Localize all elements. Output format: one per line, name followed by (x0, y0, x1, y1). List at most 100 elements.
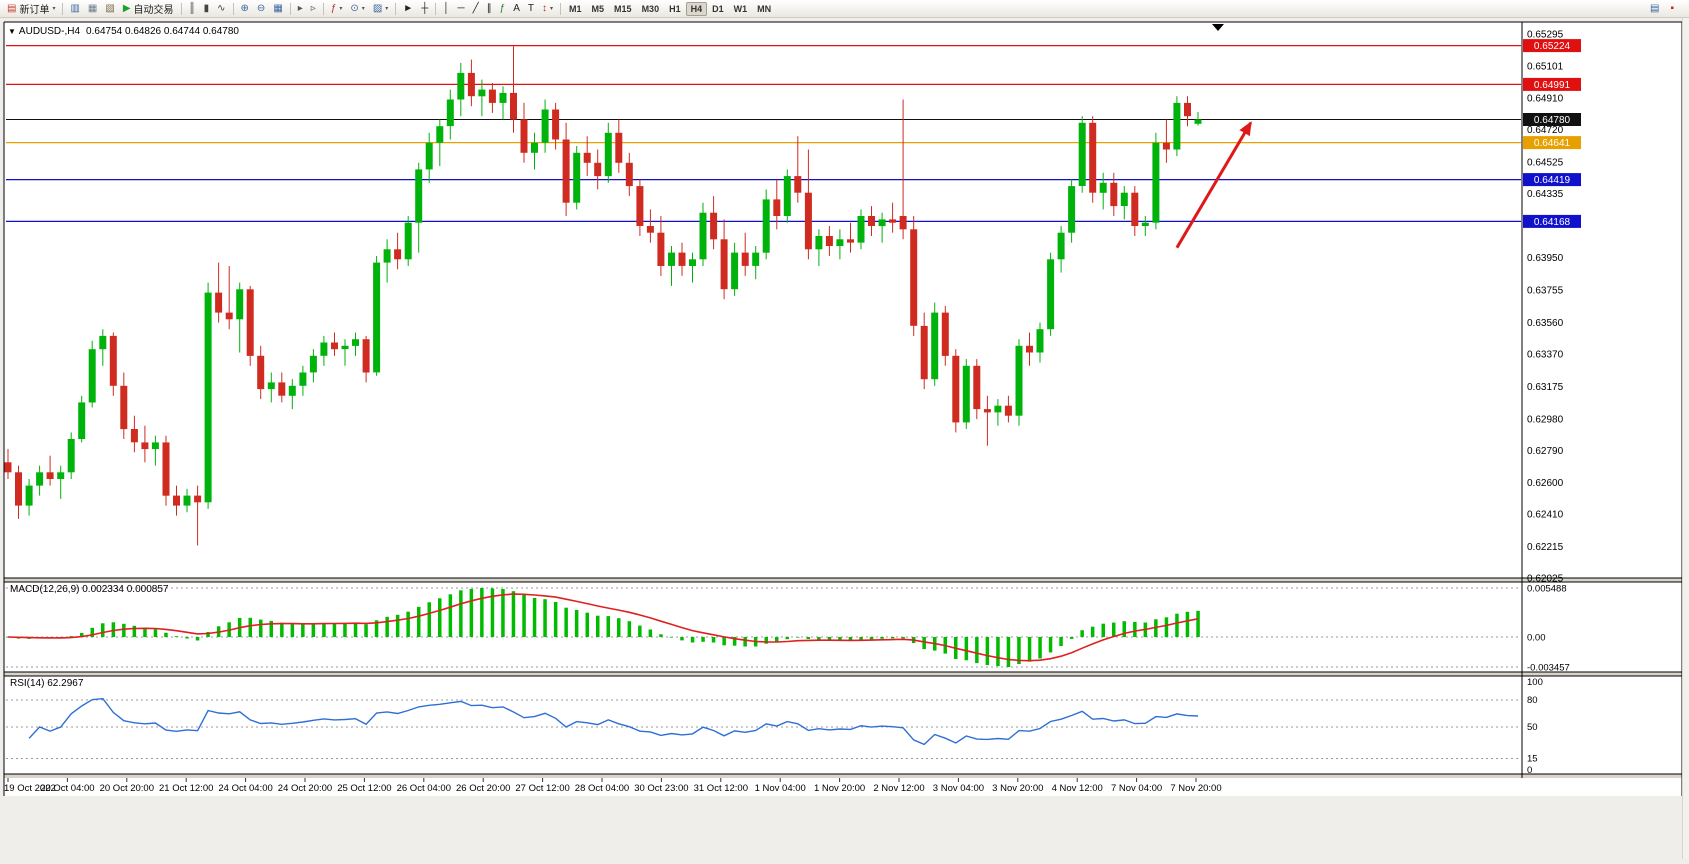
chart-background (4, 22, 1682, 796)
trendline-button[interactable]: ╱ (469, 1, 483, 17)
timeframe-m1-button[interactable]: M1 (569, 3, 582, 14)
candle (625, 152, 633, 197)
candle (952, 349, 960, 433)
candle (1110, 172, 1118, 216)
candle (309, 349, 317, 383)
candle (373, 256, 381, 376)
candle (562, 122, 570, 216)
time-axis-label: 7 Nov 20:00 (1170, 783, 1221, 794)
price-tick-label: 0.65295 (1527, 29, 1564, 40)
time-axis-label: 1 Nov 20:00 (814, 783, 865, 794)
data-window-button[interactable]: ▦ (84, 1, 101, 17)
time-axis-label: 26 Oct 20:00 (456, 783, 510, 794)
candle (25, 479, 33, 516)
timeframe-m30-button[interactable]: M30 (641, 3, 660, 14)
timeframe-m15-button[interactable]: M15 (614, 3, 632, 14)
pane-splitter[interactable] (4, 672, 1682, 676)
candle (636, 179, 644, 236)
svg-text:0.65224: 0.65224 (1534, 41, 1571, 52)
bars-chart-button[interactable]: ║ (185, 1, 200, 17)
candle (646, 209, 654, 243)
vertical-line-button[interactable]: │ (439, 1, 453, 17)
horizontal-line-icon: ─ (457, 2, 465, 14)
chart-shift-button[interactable]: ▹ (307, 1, 320, 17)
candle (531, 132, 538, 170)
candle (236, 282, 244, 353)
chart-shift-marker[interactable] (1212, 24, 1224, 31)
price-tick-label: 0.62025 (1527, 574, 1564, 585)
caret-down-icon: ▾ (52, 6, 56, 12)
bars-chart-icon: ║ (188, 2, 196, 14)
crosshair-button[interactable]: ┼ (417, 1, 432, 17)
collapse-triangle-icon[interactable]: ▼ (8, 27, 16, 36)
horizontal-line-button[interactable]: ─ (454, 1, 469, 17)
time-axis-label: 7 Nov 04:00 (1111, 783, 1162, 794)
toolbar-separator (62, 2, 64, 15)
price-tick-label: 0.64910 (1527, 93, 1564, 104)
candle (857, 209, 865, 250)
candle (1026, 332, 1033, 366)
candle (899, 99, 907, 240)
autotrade-button[interactable]: ▶ 自动交易 (119, 1, 178, 17)
new-order-button[interactable]: ▤ 新订单 ▾ (3, 1, 59, 17)
timeframe-m5-button[interactable]: M5 (591, 3, 605, 14)
terminal-button[interactable]: ▧ (101, 1, 118, 17)
pane-splitter[interactable] (4, 774, 1682, 778)
candle (868, 206, 875, 236)
auto-scroll-button[interactable]: ▸ (294, 1, 307, 17)
indicators-button[interactable]: ƒ ▾ (327, 1, 347, 17)
time-axis-label: 31 Oct 12:00 (694, 783, 748, 794)
alert-button[interactable]: ▪ (1666, 1, 1678, 17)
cursor-button[interactable]: ► (399, 1, 417, 17)
rsi-tick-label: 50 (1527, 722, 1538, 733)
market-watch-button[interactable]: ▥ (66, 1, 83, 17)
market-watch-icon: ▥ (70, 2, 80, 14)
timeframe-h4-button[interactable]: H4 (685, 1, 708, 16)
fibonacci-button[interactable]: ƒ (496, 1, 510, 17)
candlestick-chart-button[interactable]: ▮ (200, 1, 214, 17)
time-axis-label: 3 Nov 20:00 (992, 783, 1043, 794)
pane-splitter[interactable] (4, 578, 1682, 582)
timeframe-d1-button[interactable]: D1 (712, 3, 724, 14)
new-chart-button[interactable]: ▤ (1646, 1, 1663, 17)
rsi-line (28, 697, 1199, 746)
arrows-button[interactable]: ↕ ▾ (538, 1, 557, 17)
candle (341, 339, 349, 366)
candle (57, 465, 65, 499)
price-tick-label: 0.62410 (1527, 509, 1564, 520)
candle (794, 136, 802, 203)
time-axis-label: 4 Nov 12:00 (1052, 783, 1103, 794)
time-axis-label: 27 Oct 12:00 (515, 783, 569, 794)
fibonacci-icon: ƒ (499, 2, 506, 14)
vertical-scrollbar[interactable] (1682, 18, 1689, 859)
macd-legend: MACD(12,26,9) 0.002334 0.000857 (10, 584, 168, 595)
toolbar-separator (395, 2, 397, 15)
zoom-out-button[interactable]: ⊖ (253, 1, 269, 17)
arrow-styles-icon: ↕ (542, 2, 547, 14)
candle (825, 226, 833, 256)
zoom-in-button[interactable]: ⊕ (237, 1, 253, 17)
timeframe-mn-button[interactable]: MN (757, 3, 772, 14)
candle (836, 229, 844, 260)
text-icon: A (513, 2, 520, 14)
candle (1068, 179, 1076, 243)
candle (478, 79, 486, 117)
tile-windows-button[interactable]: ▦ (269, 1, 286, 17)
line-chart-button[interactable]: ∿ (213, 1, 229, 17)
text-button[interactable]: A (509, 1, 524, 17)
candle (194, 485, 202, 546)
periods-button[interactable]: ⊙ ▾ (346, 1, 368, 17)
candle (1015, 339, 1023, 426)
trend-arrow-annotation[interactable] (1175, 121, 1252, 249)
timeframe-w1-button[interactable]: W1 (733, 3, 748, 14)
candle (773, 179, 781, 230)
channel-button[interactable]: ∥ (483, 1, 496, 17)
svg-text:0.64419: 0.64419 (1534, 175, 1571, 186)
timeframe-h1-button[interactable]: H1 (669, 3, 681, 14)
templates-button[interactable]: ▨ ▾ (369, 1, 392, 17)
candle (583, 136, 591, 177)
candle (120, 372, 128, 439)
price-flag: 0.64991 (1523, 77, 1581, 91)
candle (920, 312, 928, 390)
text-label-button[interactable]: T (524, 1, 538, 17)
